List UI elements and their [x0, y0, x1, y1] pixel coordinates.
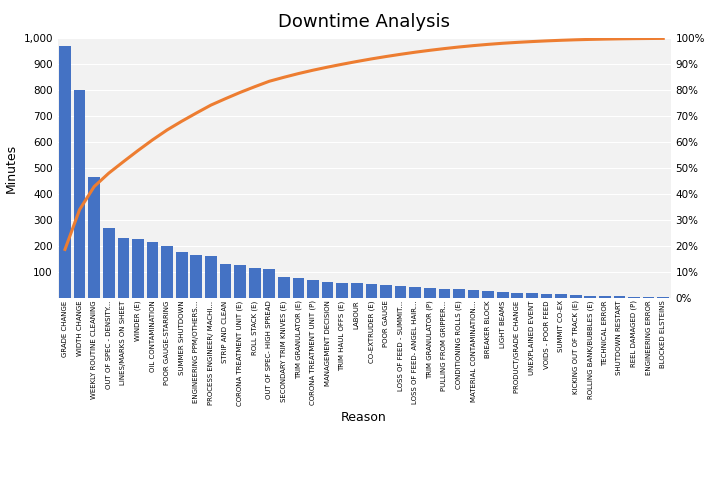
Bar [118, 238, 129, 298]
Title: Downtime Analysis: Downtime Analysis [278, 13, 450, 31]
Bar [482, 291, 494, 298]
Bar [74, 90, 85, 298]
Bar [176, 252, 187, 298]
Bar [643, 297, 655, 298]
Bar [278, 277, 290, 298]
Bar [453, 289, 465, 298]
Bar [541, 294, 552, 298]
Bar [614, 296, 625, 298]
Bar [162, 246, 173, 298]
Bar [497, 292, 508, 298]
Bar [410, 287, 421, 298]
X-axis label: Reason: Reason [341, 411, 387, 424]
Bar [570, 295, 582, 298]
Bar [555, 295, 567, 298]
Bar [293, 278, 304, 298]
Bar [103, 228, 115, 298]
Bar [88, 177, 100, 298]
Bar [628, 297, 640, 298]
Bar [526, 293, 538, 298]
Bar [322, 282, 334, 298]
Bar [234, 265, 246, 298]
Bar [220, 264, 231, 298]
Bar [468, 290, 479, 298]
Bar [395, 286, 407, 298]
Bar [263, 269, 275, 298]
Bar [132, 239, 143, 298]
Bar [337, 283, 348, 298]
Bar [307, 280, 319, 298]
Bar [424, 288, 435, 298]
Bar [585, 296, 596, 298]
Y-axis label: Minutes: Minutes [5, 144, 18, 192]
Bar [599, 296, 611, 298]
Bar [366, 284, 377, 298]
Bar [249, 268, 260, 298]
Bar [351, 283, 363, 298]
Bar [380, 285, 392, 298]
Bar [438, 288, 450, 298]
Bar [205, 256, 217, 298]
Bar [511, 293, 523, 298]
Bar [658, 297, 669, 298]
Bar [59, 46, 71, 298]
Bar [190, 255, 202, 298]
Bar [146, 242, 159, 298]
